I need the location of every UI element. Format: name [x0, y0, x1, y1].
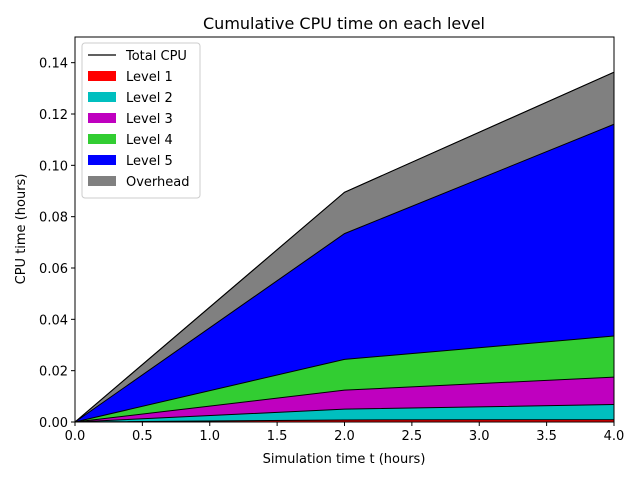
legend: Total CPU Level 1 Level 2 Level 3 Level 4 Lev… — [81, 42, 201, 199]
legend-swatch-level-4 — [88, 134, 116, 144]
legend-label-level-2: Level 2 — [126, 91, 173, 106]
y-tick-label: 0.10 — [39, 159, 68, 174]
y-tick-label: 0.04 — [39, 313, 68, 328]
x-axis: 0.0 0.5 1.0 1.5 2.0 2.5 3.0 3.5 4.0 — [65, 422, 625, 444]
legend-swatch-level-3 — [88, 113, 116, 123]
legend-label-total-cpu: Total CPU — [125, 49, 187, 64]
area-overhead — [75, 72, 614, 422]
total-cpu-line — [74, 71, 615, 423]
y-axis-label: CPU time (hours) — [14, 174, 29, 285]
x-tick-label: 2.5 — [402, 429, 423, 444]
legend-label-level-1: Level 1 — [126, 70, 173, 85]
y-tick-label: 0.08 — [39, 211, 68, 226]
x-axis-label: Simulation time t (hours) — [263, 452, 426, 467]
legend-label-overhead: Overhead — [126, 175, 190, 190]
area-level-2 — [75, 404, 614, 422]
boundary-level-3 — [74, 376, 615, 423]
x-tick-label: 1.5 — [267, 429, 288, 444]
y-tick-label: 0.12 — [39, 108, 68, 123]
boundary-level-1 — [74, 419, 615, 423]
legend-swatch-overhead — [88, 176, 116, 186]
x-tick-label: 1.0 — [199, 429, 220, 444]
y-tick-label: 0.06 — [39, 262, 68, 277]
chart-title: Cumulative CPU time on each level — [203, 14, 485, 33]
x-tick-label: 0.5 — [132, 429, 153, 444]
legend-label-level-5: Level 5 — [126, 154, 173, 169]
legend-label-level-4: Level 4 — [126, 133, 173, 148]
x-tick-label: 0.0 — [65, 429, 86, 444]
legend-swatch-level-5 — [88, 155, 116, 165]
boundary-level-4 — [74, 335, 615, 423]
legend-swatch-level-2 — [88, 92, 116, 102]
area-level-3 — [75, 377, 614, 422]
area-level-4 — [75, 336, 614, 422]
x-tick-label: 2.0 — [334, 429, 355, 444]
y-tick-label: 0.00 — [39, 416, 68, 431]
legend-swatch-level-1 — [88, 71, 116, 81]
x-tick-label: 3.0 — [469, 429, 490, 444]
boundary-level-2 — [74, 404, 615, 423]
x-tick-label: 4.0 — [604, 429, 625, 444]
y-tick-label: 0.02 — [39, 365, 68, 380]
boundary-level-5 — [74, 123, 615, 423]
x-tick-label: 3.5 — [536, 429, 557, 444]
legend-label-level-3: Level 3 — [126, 112, 173, 127]
boundary-lines — [74, 71, 615, 423]
y-axis: 0.00 0.02 0.04 0.06 0.08 0.10 0.12 0.14 — [39, 57, 75, 431]
y-tick-label: 0.14 — [39, 57, 68, 72]
